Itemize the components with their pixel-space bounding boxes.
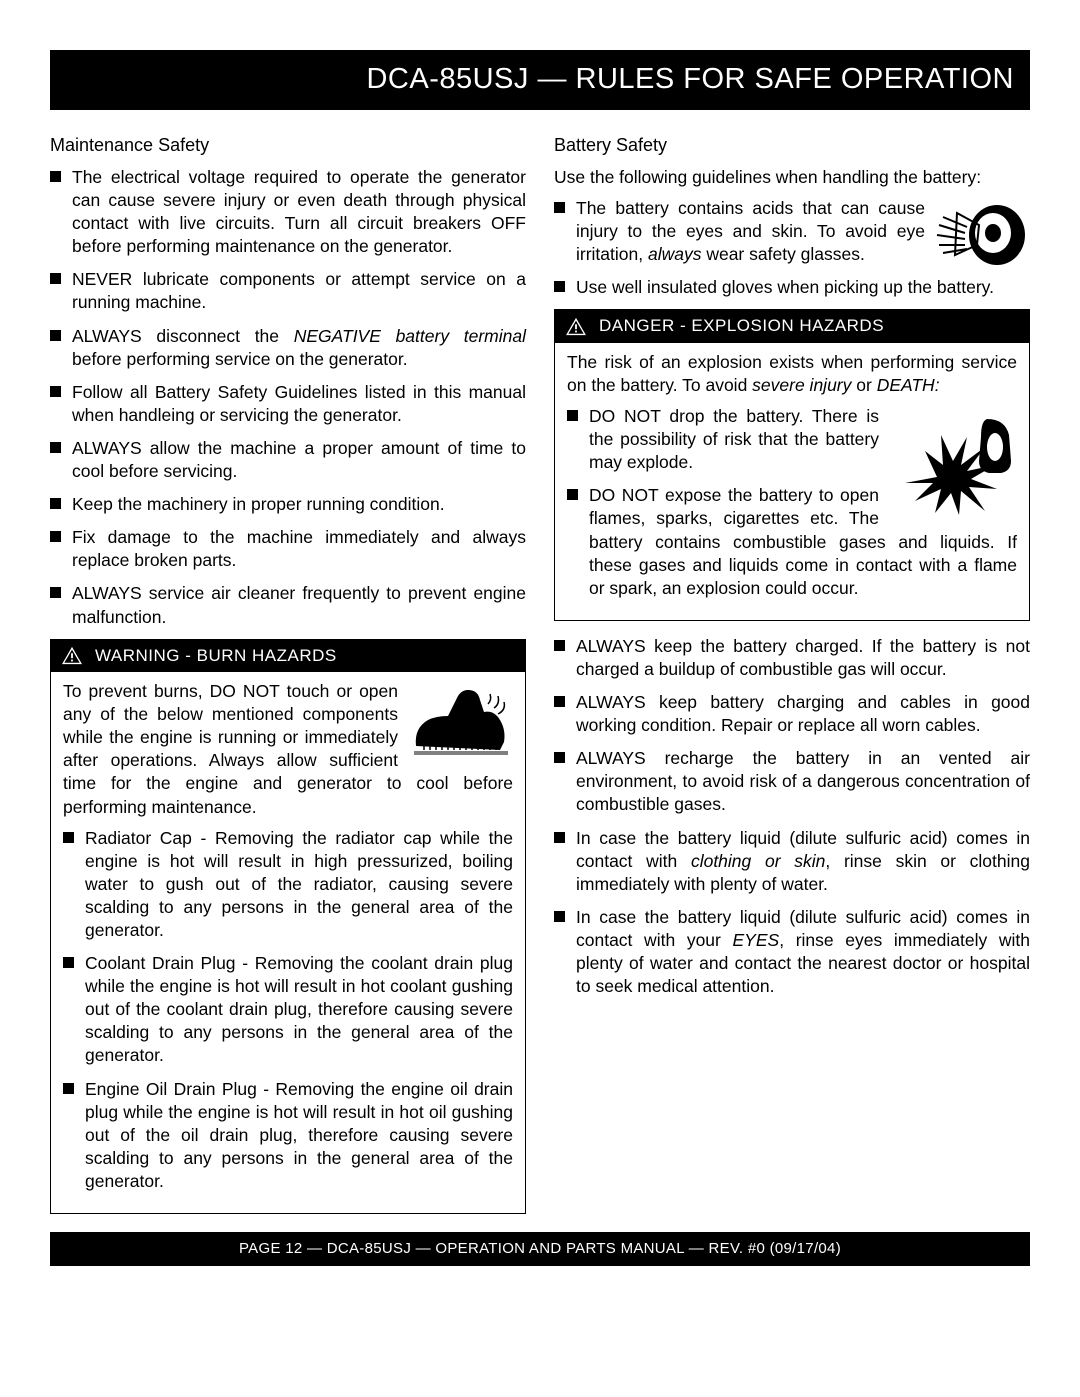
- list-item: ALWAYS service air cleaner frequently to…: [50, 582, 526, 628]
- burn-hazard-body: To prevent burns, DO NOT touch or open a…: [51, 672, 525, 1213]
- burn-hand-icon: [408, 682, 513, 760]
- list-item: The electrical voltage required to opera…: [50, 166, 526, 258]
- list-item: ALWAYS disconnect the NEGATIVE battery t…: [50, 325, 526, 371]
- page-title: DCA-85USJ — RULES FOR SAFE OPERATION: [366, 63, 1014, 95]
- list-item: Fix damage to the machine immediately an…: [50, 526, 526, 572]
- two-column-layout: Maintenance Safety The electrical voltag…: [50, 134, 1030, 1214]
- explosion-hazard-header: DANGER - EXPLOSION HAZARDS: [555, 310, 1029, 342]
- explosion-intro-text: The risk of an explosion exists when per…: [567, 351, 1017, 397]
- burn-hazard-box: WARNING - BURN HAZARDS To prevent burns,…: [50, 639, 526, 1214]
- explosion-hazard-body: The risk of an explosion exists when per…: [555, 343, 1029, 620]
- explosion-hazard-title: DANGER - EXPLOSION HAZARDS: [599, 315, 884, 337]
- list-item: In case the battery liquid (dilute sulfu…: [554, 906, 1030, 998]
- burn-bullets: Radiator Cap - Removing the radiator cap…: [63, 827, 513, 1193]
- safety-glasses-icon: [935, 199, 1030, 271]
- explosion-bullets: DO NOT drop the battery. There is the po…: [567, 405, 1017, 600]
- warning-triangle-icon: [565, 317, 587, 336]
- list-item: Keep the machinery in proper running con…: [50, 493, 526, 516]
- list-item: Engine Oil Drain Plug - Removing the eng…: [63, 1078, 513, 1193]
- list-item: Use well insulated gloves when picking u…: [554, 276, 1030, 299]
- warning-triangle-icon: [61, 646, 83, 665]
- list-item: ALWAYS recharge the battery in an vented…: [554, 747, 1030, 816]
- list-item: Coolant Drain Plug - Removing the coolan…: [63, 952, 513, 1067]
- battery-top-bullets: The battery contains acids that can caus…: [554, 197, 1030, 299]
- list-item: ALWAYS allow the machine a proper amount…: [50, 437, 526, 483]
- list-item: DO NOT expose the battery to open flames…: [567, 484, 1017, 599]
- battery-heading: Battery Safety: [554, 134, 1030, 158]
- list-item: ALWAYS keep the battery charged. If the …: [554, 635, 1030, 681]
- battery-intro: Use the following guidelines when handli…: [554, 166, 1030, 189]
- list-item: ALWAYS keep battery charging and cables …: [554, 691, 1030, 737]
- burn-hazard-header: WARNING - BURN HAZARDS: [51, 640, 525, 672]
- footer-text: PAGE 12 — DCA-85USJ — OPERATION AND PART…: [239, 1240, 841, 1257]
- maintenance-heading: Maintenance Safety: [50, 134, 526, 158]
- left-column: Maintenance Safety The electrical voltag…: [50, 134, 526, 1214]
- right-column: Battery Safety Use the following guideli…: [554, 134, 1030, 1214]
- page-footer: PAGE 12 — DCA-85USJ — OPERATION AND PART…: [50, 1232, 1030, 1266]
- list-item: The battery contains acids that can caus…: [554, 197, 1030, 266]
- explosion-hazard-box: DANGER - EXPLOSION HAZARDS The risk of a…: [554, 309, 1030, 620]
- list-item: In case the battery liquid (dilute sulfu…: [554, 827, 1030, 896]
- list-item: DO NOT drop the battery. There is the po…: [567, 405, 1017, 474]
- maintenance-bullets: The electrical voltage required to opera…: [50, 166, 526, 629]
- list-item: Radiator Cap - Removing the radiator cap…: [63, 827, 513, 942]
- page-header: DCA-85USJ — RULES FOR SAFE OPERATION: [50, 50, 1030, 110]
- battery-bottom-bullets: ALWAYS keep the battery charged. If the …: [554, 635, 1030, 998]
- list-item: Follow all Battery Safety Guidelines lis…: [50, 381, 526, 427]
- burn-hazard-title: WARNING - BURN HAZARDS: [95, 645, 337, 667]
- list-item: NEVER lubricate components or attempt se…: [50, 268, 526, 314]
